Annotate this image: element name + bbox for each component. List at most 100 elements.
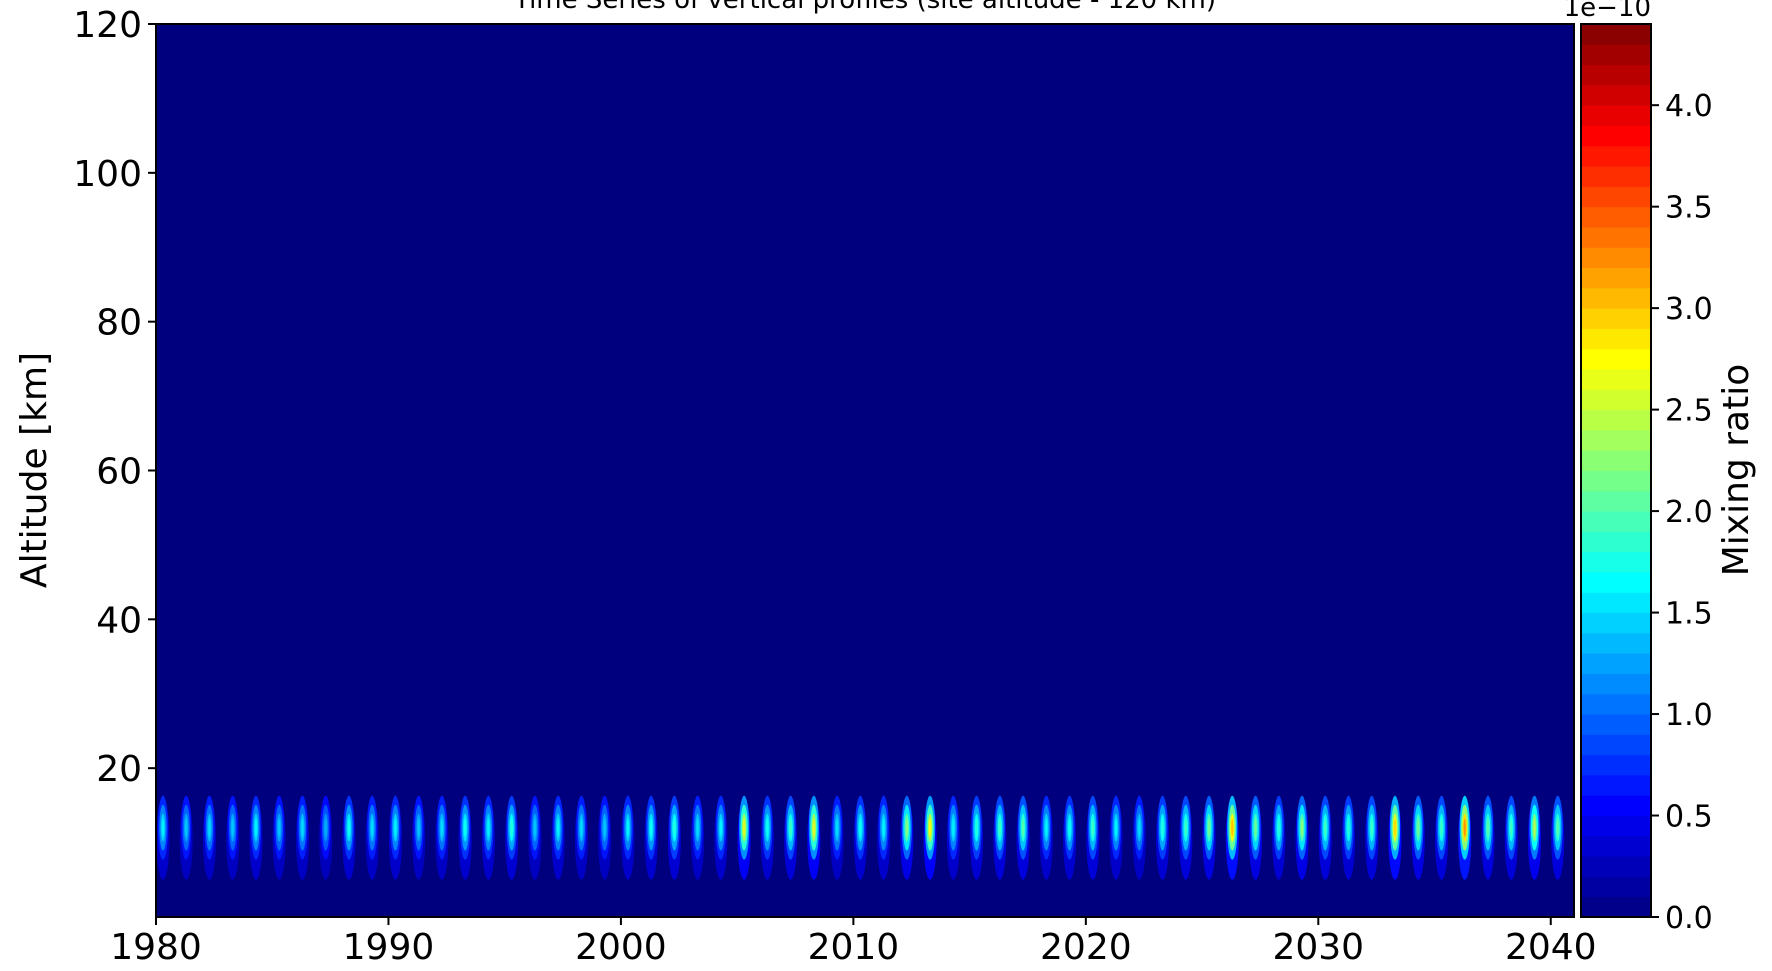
- colorbar-segment: [1581, 876, 1651, 898]
- band-peak: [1510, 818, 1513, 837]
- colorbar-segment: [1581, 653, 1651, 674]
- annual-band: [1202, 795, 1216, 880]
- annual-band: [574, 795, 588, 880]
- colorbar-segment: [1581, 206, 1651, 228]
- colorbar-segment: [1581, 815, 1651, 837]
- annual-band: [598, 795, 612, 880]
- annual-band: [156, 795, 170, 880]
- annual-band: [1132, 795, 1146, 880]
- band-peak: [1114, 818, 1118, 837]
- colorbar-segment: [1581, 490, 1651, 512]
- colorbar: 0.0 0.5 1.0 1.5 2.0 2.5 3.0 3.5 4.0 1e−10 Mixing…: [1564, 0, 1757, 936]
- band-peak: [1486, 818, 1490, 837]
- annual-band: [807, 795, 821, 880]
- colorbar-tick-label: 3.5: [1665, 191, 1713, 226]
- band-peak: [1347, 818, 1350, 837]
- band-peak: [928, 818, 932, 837]
- band-peak: [347, 818, 351, 837]
- band-peak: [463, 818, 467, 837]
- band-peak: [673, 818, 676, 837]
- annual-band: [1272, 795, 1286, 880]
- colorbar-segments: [1581, 24, 1651, 918]
- colorbar-segment: [1581, 693, 1651, 715]
- annual-band: [1318, 795, 1332, 880]
- colorbar-segment: [1581, 287, 1651, 309]
- annual-band: [667, 795, 681, 880]
- colorbar-segment: [1581, 673, 1651, 695]
- band-peak: [231, 818, 234, 837]
- band-peak: [696, 818, 699, 837]
- annual-band: [458, 795, 472, 880]
- colorbar-segment: [1581, 166, 1651, 187]
- y-axis-label: Altitude [km]: [14, 352, 55, 588]
- annual-band: [784, 795, 798, 880]
- annual-band: [1342, 795, 1356, 880]
- colorbar-segment: [1581, 125, 1651, 147]
- annual-band: [621, 795, 635, 880]
- y-tick-label: 100: [73, 154, 142, 195]
- colorbar-tick-label: 0.5: [1665, 800, 1713, 835]
- band-peak: [905, 818, 909, 837]
- colorbar-segment: [1581, 247, 1651, 269]
- y-tick-label: 120: [73, 5, 142, 46]
- band-peak: [301, 818, 304, 837]
- band-peak: [254, 818, 258, 837]
- annual-band: [923, 795, 937, 880]
- colorbar-segment: [1581, 429, 1651, 451]
- annual-band: [853, 795, 867, 880]
- band-peak: [1231, 818, 1234, 837]
- colorbar-segment: [1581, 774, 1651, 796]
- annual-band: [365, 795, 379, 880]
- band-peak: [487, 818, 490, 837]
- band-peak: [208, 818, 211, 837]
- band-peak: [1207, 818, 1211, 837]
- x-axis: 1980 1990 2000 2010 2020 2030 2040: [110, 917, 1597, 968]
- band-peak: [789, 818, 792, 837]
- annual-band: [226, 795, 240, 880]
- annual-band: [900, 795, 914, 880]
- annual-band: [1156, 795, 1170, 880]
- annual-band: [435, 795, 449, 880]
- colorbar-frame: [1580, 23, 1652, 918]
- colorbar-scale-label: 1e−10: [1564, 0, 1651, 23]
- colorbar-segment: [1581, 835, 1651, 857]
- colorbar-segment: [1581, 470, 1651, 492]
- band-peak: [1021, 818, 1025, 837]
- colorbar-segment: [1581, 389, 1651, 411]
- band-peak: [719, 818, 723, 837]
- annual-band: [644, 795, 658, 880]
- annual-band: [249, 795, 263, 880]
- band-peak: [533, 818, 537, 837]
- colorbar-segment: [1581, 714, 1651, 735]
- annual-band: [1179, 795, 1193, 880]
- band-peak: [278, 818, 281, 837]
- colorbar-tick-label: 0.0: [1665, 901, 1713, 936]
- annual-band: [1086, 795, 1100, 880]
- band-peak: [766, 818, 769, 837]
- band-peak: [1533, 818, 1536, 837]
- colorbar-tick-label: 1.0: [1665, 698, 1713, 733]
- annual-band: [946, 795, 960, 880]
- colorbar-segment: [1581, 308, 1651, 329]
- y-tick-label: 20: [96, 749, 142, 790]
- band-peak: [417, 818, 420, 837]
- colorbar-segment: [1581, 592, 1651, 614]
- annual-band: [1109, 795, 1123, 880]
- annual-band: [877, 795, 891, 880]
- band-peak: [1393, 818, 1397, 837]
- colorbar-segment: [1581, 105, 1651, 126]
- band-peak: [510, 818, 513, 837]
- colorbar-label: Mixing ratio: [1716, 364, 1757, 576]
- colorbar-segment: [1581, 734, 1651, 756]
- annual-band: [1388, 795, 1402, 880]
- x-tick-label: 2030: [1272, 927, 1364, 968]
- band-peak: [440, 818, 444, 837]
- colorbar-segment: [1581, 226, 1651, 248]
- annual-band: [1039, 795, 1053, 880]
- band-peak: [1254, 818, 1257, 837]
- annual-band: [1295, 795, 1309, 880]
- annual-band: [737, 795, 751, 880]
- band-peak: [998, 818, 1001, 837]
- annual-band: [388, 795, 402, 880]
